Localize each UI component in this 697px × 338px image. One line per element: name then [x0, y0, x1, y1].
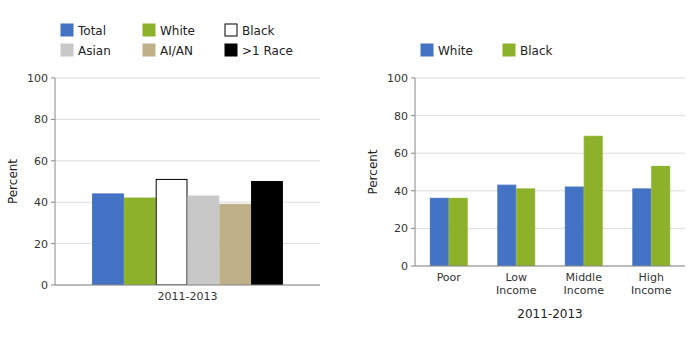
bar	[252, 182, 283, 286]
legend-swatch	[225, 24, 237, 36]
legend: White Black	[421, 44, 553, 58]
legend-label: AI/AN	[160, 44, 193, 58]
legend-label: White	[438, 44, 473, 58]
x-tick-label-line: 2011-2013	[158, 290, 218, 303]
legend-swatch	[61, 24, 73, 36]
y-tick-label: 100	[387, 72, 408, 85]
grid-line	[55, 285, 320, 286]
y-tick	[51, 285, 55, 286]
y-tick-label: 80	[394, 110, 408, 123]
y-tick	[51, 243, 55, 244]
chart-0: 0 20 40 60 80 100 Percent 2011-2013 Total White Bl…	[6, 24, 320, 304]
y-tick-label: 60	[394, 147, 408, 160]
x-tick-label-line: High	[639, 271, 664, 284]
grid-line	[415, 115, 685, 116]
x-tick-label: HighIncome	[631, 271, 672, 297]
y-tick	[51, 78, 55, 79]
legend-swatch	[503, 44, 515, 56]
grid-line	[55, 78, 320, 79]
x-axis	[55, 285, 320, 286]
x-tick-label: 2011-2013	[158, 290, 218, 303]
y-tick-label: 40	[394, 185, 408, 198]
y-tick-label: 20	[34, 238, 48, 251]
legend-label: Black	[520, 44, 553, 58]
x-tick-label-line: Income	[564, 284, 605, 297]
legend-swatch	[143, 24, 155, 36]
y-tick	[411, 228, 415, 229]
legend-label: >1 Race	[242, 44, 293, 58]
x-tick-label-line: Poor	[437, 271, 462, 284]
grid-line	[415, 266, 685, 267]
legend-swatch	[421, 44, 433, 56]
x-tick-label-line: Income	[631, 284, 672, 297]
bar	[652, 166, 670, 266]
legend-label: Black	[242, 24, 275, 38]
y-tick-label: 0	[401, 260, 408, 273]
bar	[156, 179, 187, 285]
bar	[565, 187, 583, 266]
y-tick	[411, 115, 415, 116]
x-axis-label: 2011-2013	[517, 307, 582, 321]
y-tick	[411, 190, 415, 191]
y-tick-label: 20	[394, 222, 408, 235]
y-axis-label: Percent	[6, 159, 20, 204]
bar	[498, 185, 516, 266]
y-axis	[415, 78, 416, 266]
bar	[430, 198, 448, 266]
y-tick-label: 0	[41, 279, 48, 292]
y-axis	[55, 78, 56, 285]
y-tick	[51, 119, 55, 120]
legend-label: Total	[77, 24, 106, 38]
y-axis-label: Percent	[366, 149, 380, 194]
bar	[449, 198, 467, 266]
y-tick-label: 60	[34, 155, 48, 168]
bar	[633, 189, 651, 266]
bar	[93, 194, 124, 285]
x-tick-label-line: Income	[496, 284, 537, 297]
legend-label: White	[160, 24, 195, 38]
x-tick-label-line: Middle	[566, 271, 603, 284]
bar	[517, 189, 535, 266]
legend-swatch	[225, 44, 237, 56]
x-tick-label-line: Low	[505, 271, 527, 284]
y-tick	[51, 160, 55, 161]
bars	[93, 179, 283, 285]
x-tick-label: Poor	[437, 271, 462, 284]
y-tick	[411, 78, 415, 79]
grid-line	[55, 160, 320, 161]
y-tick-label: 100	[27, 72, 48, 85]
legend-swatch	[61, 44, 73, 56]
bar	[124, 198, 155, 285]
x-tick-label: MiddleIncome	[564, 271, 605, 297]
figure: 0 20 40 60 80 100 Percent 2011-2013 Total White Bl…	[0, 0, 697, 338]
bars	[430, 136, 669, 266]
x-axis	[415, 266, 685, 267]
y-tick-label: 40	[34, 196, 48, 209]
y-tick	[411, 153, 415, 154]
legend-swatch	[143, 44, 155, 56]
y-tick	[411, 266, 415, 267]
grid-line	[55, 119, 320, 120]
bar	[188, 196, 219, 285]
bar	[584, 136, 602, 266]
y-tick	[51, 202, 55, 203]
y-tick-label: 80	[34, 113, 48, 126]
bar	[220, 204, 251, 285]
grid-line	[415, 78, 685, 79]
legend-label: Asian	[78, 44, 111, 58]
legend: Total White Black Asian AI/AN >1 Race	[61, 24, 293, 58]
chart-1: 020406080100PercentPoorLowIncomeMiddleIn…	[366, 44, 685, 322]
grid-line	[415, 153, 685, 154]
x-tick-label: LowIncome	[496, 271, 537, 297]
